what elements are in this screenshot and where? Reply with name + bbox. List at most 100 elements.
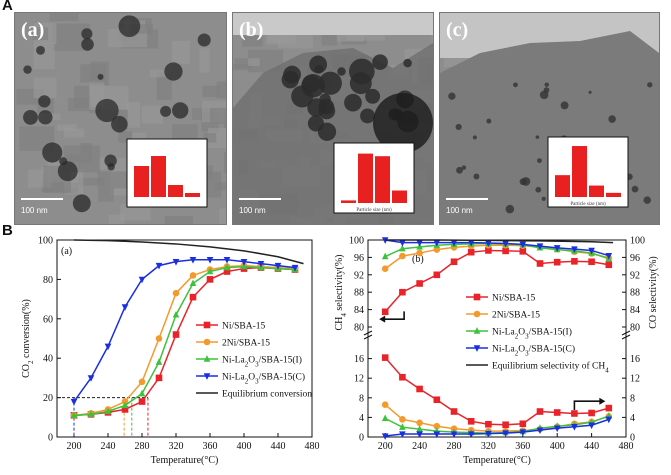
- legend-label: 2Ni/SBA-15: [222, 339, 270, 349]
- tem-label-b: (b): [239, 19, 264, 41]
- tem-particle: [403, 58, 412, 68]
- histogram-bar: [185, 193, 200, 197]
- x-tick-label: 320: [481, 441, 496, 452]
- x-tick-label: 480: [619, 441, 634, 452]
- data-point: [519, 420, 527, 428]
- histogram-xlabel: Particle size (nm): [570, 202, 606, 207]
- data-point: [381, 265, 389, 273]
- data-point: [588, 247, 595, 255]
- x-tick-label: 280: [135, 441, 150, 452]
- data-point: [416, 385, 423, 393]
- tem-grain: [199, 48, 210, 73]
- panel-letter-a: A: [2, 0, 13, 14]
- tem-grain: [33, 77, 57, 99]
- tem-particle: [42, 142, 63, 163]
- tem-particle: [81, 38, 94, 51]
- legend-label: Ni-La2O3/SBA-15(C): [222, 372, 305, 386]
- chart-selectivity: 200 240 280 320 360 400 440 4808084889296100808…: [334, 236, 659, 467]
- scale-text-c: 100 nm: [446, 206, 473, 215]
- data-point: [399, 423, 406, 430]
- data-point: [291, 264, 299, 272]
- data-point: [605, 416, 613, 424]
- data-point: [571, 258, 578, 265]
- tem-grain: [32, 27, 49, 41]
- tem-particle: [456, 166, 463, 174]
- tem-grain: [33, 42, 55, 70]
- data-point: [104, 407, 112, 415]
- series-line: [385, 418, 610, 437]
- data-point: [450, 431, 458, 438]
- tem-grain: [141, 105, 163, 124]
- tem-label-c: (c): [446, 19, 469, 41]
- x-tick-label: 280: [447, 441, 462, 452]
- tem-grain: [171, 40, 190, 64]
- data-point: [104, 343, 112, 351]
- tem-particle: [588, 90, 592, 94]
- tem-particle: [172, 102, 189, 119]
- scale-bar-a: 100 nm: [21, 198, 63, 218]
- y-tick-label: 100: [38, 236, 53, 247]
- tem-grain: [73, 85, 91, 108]
- data-point: [274, 262, 282, 270]
- tem-particle: [281, 71, 299, 89]
- x-tick-label: 200: [378, 441, 393, 452]
- tem-dark-cluster: [373, 93, 433, 153]
- tem-particle: [535, 186, 542, 193]
- tem-grain: [129, 24, 153, 34]
- data-point: [240, 258, 248, 266]
- data-point: [381, 354, 389, 361]
- tem-particle: [631, 185, 639, 193]
- data-point: [70, 411, 78, 419]
- data-point: [502, 430, 509, 437]
- tem-grain: [234, 58, 253, 68]
- series-line: [73, 265, 296, 417]
- data-point: [416, 419, 423, 427]
- data-point: [121, 398, 129, 405]
- tem-particle: [344, 93, 362, 112]
- x-tick-label: 440: [584, 441, 599, 452]
- data-point: [416, 280, 423, 287]
- tem-grain: [80, 142, 93, 163]
- tem-image-a: (a) 100 nm: [14, 12, 227, 225]
- y-tick-label: 20: [43, 393, 53, 404]
- data-point: [571, 424, 578, 431]
- y-tick-label-right: 88: [630, 288, 640, 299]
- legend-label: Ni/SBA-15: [492, 294, 536, 304]
- panel-label: (b): [412, 254, 424, 265]
- tem-texture-c: Particle size (nm): [440, 13, 659, 224]
- legend-label: Equilibrium selectivity of CH4: [492, 361, 609, 375]
- y-tick-label-left: 96: [354, 253, 364, 264]
- y-tick-label: 80: [43, 275, 53, 286]
- tem-particle: [36, 45, 45, 55]
- data-point: [257, 260, 265, 268]
- histogram-bar: [168, 185, 183, 197]
- data-point: [433, 271, 441, 279]
- tem-grain: [203, 132, 217, 143]
- data-point: [381, 433, 389, 440]
- tem-particle: [59, 157, 68, 166]
- tem-particle: [647, 82, 653, 88]
- tem-particle: [461, 165, 467, 170]
- x-tick-label: 400: [550, 441, 565, 452]
- y-tick-label: 0: [48, 433, 53, 444]
- data-point: [467, 248, 475, 256]
- tem-particle: [643, 196, 651, 204]
- tem-grain: [223, 152, 226, 173]
- tem-particle: [72, 194, 91, 213]
- data-point: [203, 355, 211, 362]
- x-tick-label: 320: [169, 441, 184, 452]
- series-line: [73, 258, 296, 402]
- tem-grain: [98, 188, 114, 202]
- y-tick-label-right: 96: [630, 253, 640, 264]
- x-tick-label: 360: [203, 441, 218, 452]
- tem-particle: [164, 62, 183, 81]
- data-point: [121, 401, 129, 409]
- tem-particle: [448, 92, 456, 100]
- tem-grain: [126, 101, 141, 128]
- tem-particle: [23, 65, 32, 74]
- data-point: [203, 373, 211, 380]
- tem-grain: [202, 85, 220, 98]
- data-point: [121, 406, 129, 413]
- data-point: [381, 401, 389, 408]
